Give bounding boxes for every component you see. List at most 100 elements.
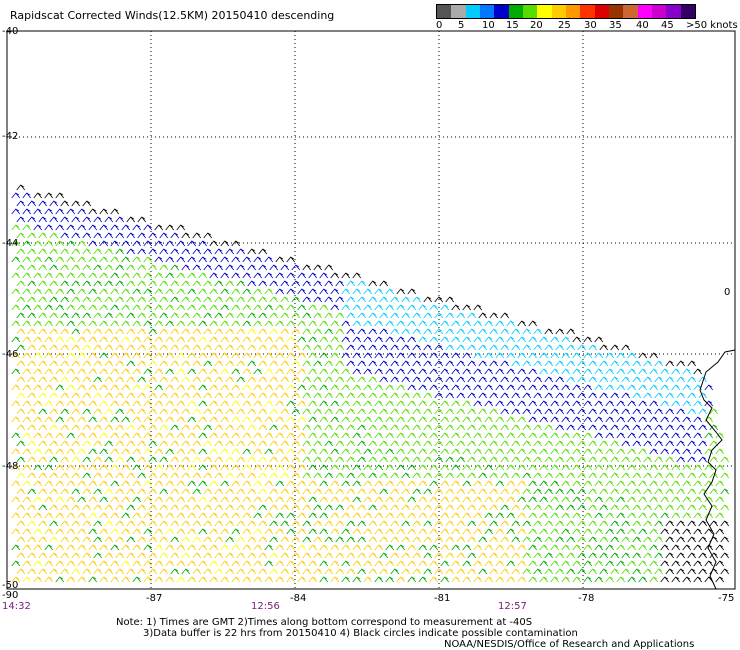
wind-barb (137, 264, 147, 271)
wind-barb (11, 240, 21, 247)
wind-barb (412, 568, 422, 575)
wind-barb (16, 312, 26, 319)
wind-barb (148, 504, 158, 511)
wind-barb (170, 504, 180, 511)
wind-barb (66, 320, 76, 327)
wind-barb (319, 368, 329, 375)
wind-barb (654, 392, 664, 399)
wind-barb (264, 304, 274, 311)
wind-barb (313, 408, 323, 415)
wind-barb (720, 536, 730, 543)
wind-barb (148, 408, 158, 415)
wind-barb (495, 432, 505, 439)
wind-barb (286, 352, 296, 359)
wind-barb (187, 256, 197, 263)
wind-barb (385, 480, 395, 487)
wind-barb (368, 520, 378, 527)
wind-barb (544, 408, 554, 415)
wind-barb (610, 472, 620, 479)
wind-barb (192, 552, 202, 559)
wind-barb (720, 552, 730, 559)
wind-barb (621, 424, 631, 431)
wind-barb (99, 496, 109, 503)
wind-barb (478, 536, 488, 543)
wind-barb (38, 376, 48, 383)
wind-barb (401, 536, 411, 543)
wind-barb (308, 464, 318, 471)
wind-barb (22, 512, 32, 519)
wind-barb (121, 464, 131, 471)
wind-barb (132, 448, 142, 455)
colorbar-segment (508, 5, 523, 18)
wind-barb (456, 504, 466, 511)
wind-barb (511, 520, 521, 527)
wind-barb (66, 384, 76, 391)
wind-barb (291, 296, 301, 303)
wind-barb (517, 352, 527, 359)
wind-barb (214, 552, 224, 559)
wind-barb (236, 248, 246, 255)
wind-barb (242, 320, 252, 327)
wind-barb (561, 368, 571, 375)
wind-barb (126, 456, 136, 463)
wind-barb (583, 512, 593, 519)
wind-barb (99, 320, 109, 327)
wind-barb (60, 216, 70, 223)
wind-barb (561, 464, 571, 471)
wind-barb (445, 312, 455, 319)
wind-barb (330, 272, 340, 279)
wind-barb (115, 248, 125, 255)
wind-barb (423, 536, 433, 543)
wind-barb (16, 392, 26, 399)
wind-barb (335, 392, 345, 399)
wind-barb (137, 248, 147, 255)
wind-barb (599, 408, 609, 415)
wind-barb (22, 320, 32, 327)
wind-barb (214, 504, 224, 511)
wind-barb (676, 472, 686, 479)
wind-barb (203, 424, 213, 431)
wind-barb (104, 312, 114, 319)
wind-barb (566, 424, 576, 431)
wind-barb (335, 568, 345, 575)
wind-barb (572, 464, 582, 471)
wind-barb (671, 432, 681, 439)
wind-barb (242, 576, 252, 583)
wind-barb (55, 576, 65, 583)
wind-barb (313, 296, 323, 303)
wind-barb (253, 256, 263, 263)
wind-barb (434, 568, 444, 575)
wind-barb (693, 480, 703, 487)
wind-barb (368, 440, 378, 447)
wind-barb (66, 528, 76, 535)
wind-barb (66, 496, 76, 503)
wind-barb (99, 400, 109, 407)
wind-barb (462, 368, 472, 375)
wind-barb (225, 568, 235, 575)
wind-barb (44, 304, 54, 311)
wind-barb (610, 568, 620, 575)
wind-barb (280, 408, 290, 415)
wind-barb (632, 456, 642, 463)
wind-barb (242, 496, 252, 503)
wind-barb (104, 264, 114, 271)
wind-barb (27, 296, 37, 303)
wind-barb (616, 400, 626, 407)
wind-barb (676, 392, 686, 399)
wind-barb (209, 480, 219, 487)
wind-barb (500, 392, 510, 399)
wind-barb (33, 512, 43, 519)
wind-barb (368, 488, 378, 495)
wind-barb (440, 512, 450, 519)
wind-barb (110, 256, 120, 263)
wind-barb (170, 232, 180, 239)
wind-barb (121, 528, 131, 535)
wind-barb (363, 480, 373, 487)
wind-barb (209, 384, 219, 391)
page-title: Rapidscat Corrected Winds(12.5KM) 201504… (10, 9, 335, 22)
wind-barb (231, 496, 241, 503)
wind-barb (60, 248, 70, 255)
wind-barb (577, 360, 587, 367)
wind-barb (319, 496, 329, 503)
note-line-2: 3)Data buffer is 22 hrs from 20150410 4)… (143, 628, 578, 639)
